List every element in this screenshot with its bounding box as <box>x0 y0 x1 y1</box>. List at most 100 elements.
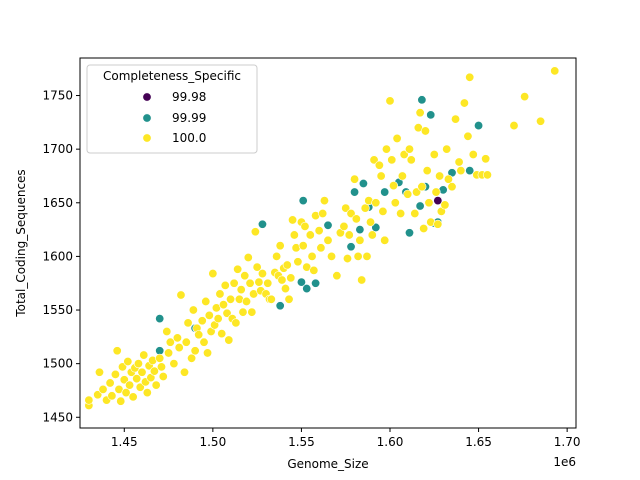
scatter-point-100-0 <box>139 350 149 360</box>
scatter-point-99-99 <box>323 220 333 230</box>
x-tick-label: 1.55 <box>288 435 315 449</box>
scatter-point-100-0 <box>112 346 122 356</box>
scatter-point-100-0 <box>447 182 457 192</box>
scatter-point-100-0 <box>429 150 439 160</box>
scatter-point-100-0 <box>550 66 560 76</box>
scatter-point-100-0 <box>362 251 372 261</box>
scatter-point-100-0 <box>94 367 104 377</box>
scatter-point-100-0 <box>180 367 190 377</box>
scatter-point-99-99 <box>311 278 321 288</box>
x-axis-label: Genome_Size <box>287 457 368 471</box>
scatter-point-100-0 <box>342 254 352 264</box>
scatter-point-100-0 <box>272 251 282 261</box>
y-axis-label: Total_Coding_Sequences <box>14 169 28 317</box>
scatter-point-100-0 <box>385 96 395 106</box>
scatter-point-100-0 <box>482 170 492 180</box>
scatter-point-100-0 <box>327 251 337 261</box>
scatter-point-100-0 <box>376 171 386 181</box>
legend-label-100-0: 100.0 <box>172 131 206 145</box>
scatter-point-100-0 <box>344 230 354 240</box>
y-tick-label: 1500 <box>42 357 73 371</box>
scatter-point-100-0 <box>468 150 478 160</box>
scatter-point-100-0 <box>107 391 117 401</box>
scatter-point-100-0 <box>298 241 308 251</box>
scatter-point-100-0 <box>314 226 324 236</box>
scatter-point-100-0 <box>403 189 413 199</box>
scatter-point-100-0 <box>132 374 142 384</box>
scatter-point-100-0 <box>121 388 131 398</box>
scatter-point-100-0 <box>116 396 126 406</box>
scatter-point-100-0 <box>367 230 377 240</box>
scatter-point-100-0 <box>263 278 273 288</box>
scatter-point-100-0 <box>374 160 384 170</box>
scatter-point-100-0 <box>243 252 253 262</box>
y-tick-label: 1550 <box>42 303 73 317</box>
scatter-point-100-0 <box>366 217 376 227</box>
scatter-point-100-0 <box>275 241 285 251</box>
legend-marker-99-98 <box>142 92 152 102</box>
x-tick-label: 1.60 <box>377 435 404 449</box>
legend-title: Completeness_Specific <box>103 69 241 83</box>
scatter-point-100-0 <box>442 144 452 154</box>
scatter-point-100-0 <box>204 310 214 320</box>
scatter-point-100-0 <box>380 235 390 245</box>
scatter-point-100-0 <box>162 326 172 336</box>
scatter-point-100-0 <box>389 181 399 191</box>
scatter-point-100-0 <box>536 116 546 126</box>
scatter-point-100-0 <box>123 357 133 367</box>
scatter-point-100-0 <box>316 243 326 253</box>
scatter-point-100-0 <box>305 230 315 240</box>
y-axis: 1450 1500 1550 1600 1650 1700 1750 <box>42 89 80 424</box>
scatter-point-100-0 <box>247 307 257 317</box>
scatter-point-100-0 <box>194 330 204 340</box>
points-layer <box>84 66 560 410</box>
scatter-point-100-0 <box>422 166 432 176</box>
scatter-point-100-0 <box>346 209 356 219</box>
scatter-point-100-0 <box>155 353 165 363</box>
scatter-point-100-0 <box>181 337 191 347</box>
plot-frame <box>79 57 577 429</box>
scatter-point-100-0 <box>105 378 115 388</box>
scatter-point-100-0 <box>396 209 406 219</box>
scatter-point-100-0 <box>110 369 120 379</box>
scatter-point-100-0 <box>397 171 407 181</box>
scatter-point-100-0 <box>406 155 416 165</box>
scatter-point-100-0 <box>282 260 292 270</box>
scatter-point-100-0 <box>404 144 414 154</box>
scatter-point-100-0 <box>410 209 420 219</box>
scatter-point-100-0 <box>218 300 228 310</box>
x-tick-label: 1.45 <box>111 435 138 449</box>
scatter-point-100-0 <box>224 335 234 345</box>
scatter-point-100-0 <box>266 294 276 304</box>
scatter-point-100-0 <box>149 366 159 376</box>
scatter-point-100-0 <box>465 72 475 82</box>
scatter-point-100-0 <box>289 230 299 240</box>
scatter-point-99-99 <box>155 346 165 356</box>
scatter-point-100-0 <box>201 296 211 306</box>
scatter-point-100-0 <box>174 343 184 353</box>
scatter-point-100-0 <box>215 289 225 299</box>
scatter-point-100-0 <box>381 144 391 154</box>
y-tick-label: 1750 <box>42 89 73 103</box>
scatter-point-100-0 <box>387 155 397 165</box>
scatter-point-100-0 <box>242 296 252 306</box>
scatter-point-99-99 <box>257 219 267 229</box>
legend-label-99-99: 99.99 <box>172 111 206 125</box>
scatter-point-100-0 <box>415 108 425 118</box>
scatter-point-99-99 <box>465 166 475 176</box>
scatter-point-100-0 <box>420 126 430 136</box>
scatter-point-100-0 <box>250 227 260 237</box>
scatter-point-100-0 <box>213 314 223 324</box>
scatter-point-100-0 <box>300 221 310 231</box>
scatter-point-100-0 <box>456 166 466 176</box>
scatter-point-100-0 <box>156 362 166 372</box>
scatter-point-99-99 <box>355 225 365 235</box>
legend-label-99-98: 99.98 <box>172 90 206 104</box>
scatter-point-100-0 <box>254 277 264 287</box>
scatter-point-100-0 <box>433 219 443 229</box>
scatter-point-100-0 <box>190 346 200 356</box>
scatter-point-100-0 <box>318 209 328 219</box>
scatter-point-99-99 <box>426 110 436 120</box>
scatter-point-100-0 <box>509 121 519 131</box>
scatter-point-100-0 <box>412 187 422 197</box>
